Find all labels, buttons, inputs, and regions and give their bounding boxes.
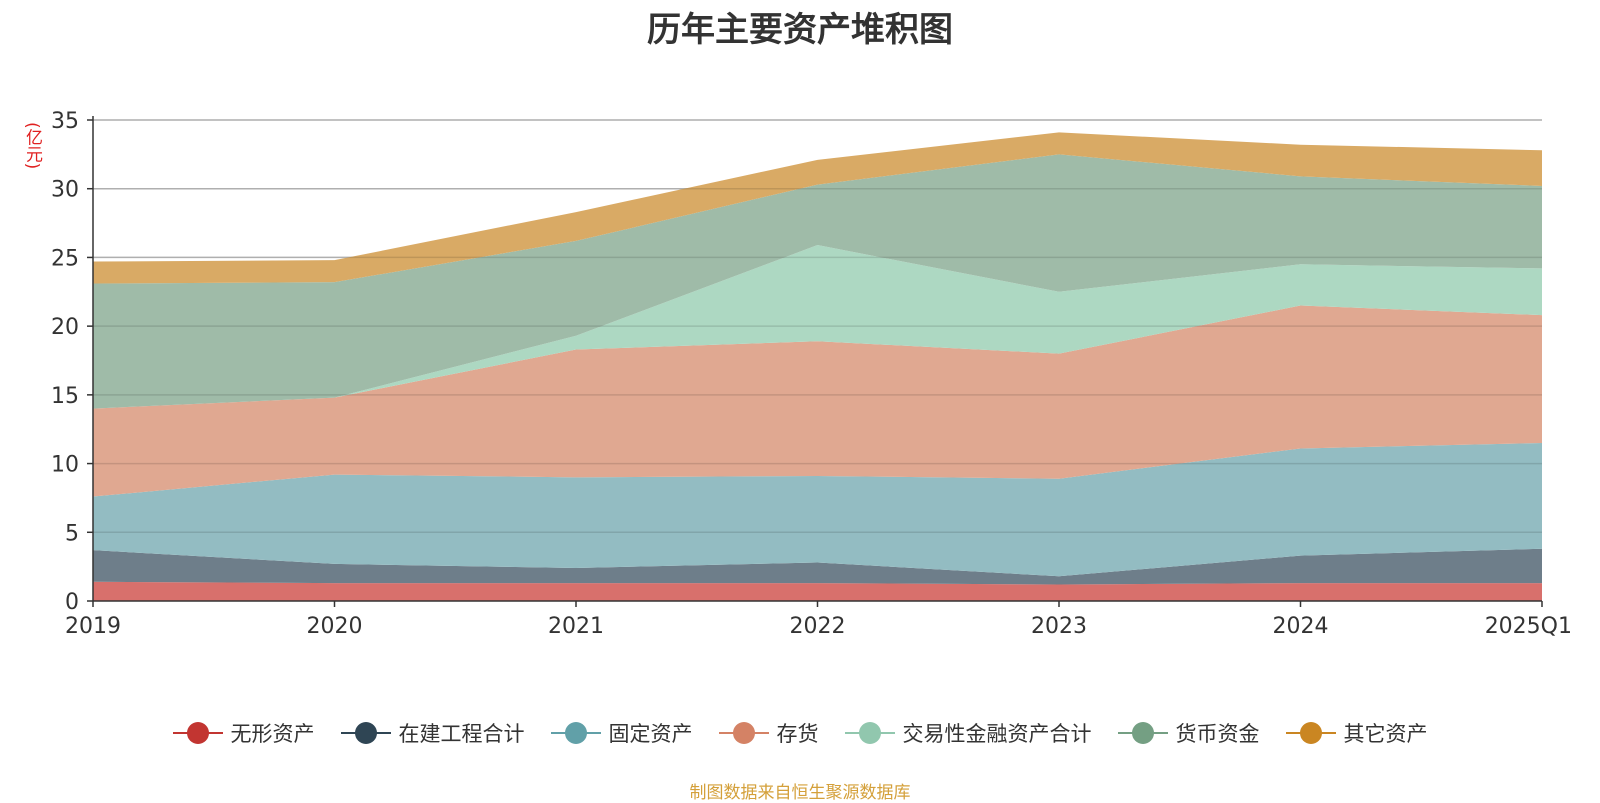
x-tick-label: 2024	[1273, 614, 1329, 639]
legend-label: 其它资产	[1343, 722, 1428, 746]
legend-item[interactable]: 在建工程合计	[340, 718, 525, 748]
legend-marker-icon	[172, 721, 223, 745]
y-tick-label: 25	[51, 246, 79, 271]
y-axis-unit-label: (亿元)	[22, 122, 42, 170]
legend-marker-icon	[550, 721, 601, 745]
y-tick-label: 5	[65, 521, 79, 546]
chart-title: 历年主要资产堆积图	[647, 10, 953, 50]
area-series-4	[93, 245, 1542, 409]
legend-label: 固定资产	[608, 722, 693, 746]
area-series-2	[93, 442, 1542, 577]
legend-marker-icon	[340, 721, 391, 745]
x-tick-label: 2020	[307, 614, 363, 639]
legend-label: 在建工程合计	[398, 722, 525, 746]
legend-item[interactable]: 固定资产	[550, 718, 693, 748]
x-tick-label: 2022	[790, 614, 846, 639]
x-tick-label: 2019	[65, 614, 121, 639]
legend: 无形资产 在建工程合计 固定资产 存货 交易性金融资产合计 货币资金 其它资产	[0, 718, 1600, 748]
source-note: 制图数据来自恒生聚源数据库	[689, 783, 911, 803]
area-series-1	[93, 548, 1542, 585]
legend-item[interactable]: 无形资产	[172, 718, 315, 748]
legend-item[interactable]: 货币资金	[1117, 718, 1260, 748]
legend-marker-icon	[844, 721, 895, 745]
axes: 0 5 10 15 20 25 30 35 2019 2020 2021 2022 2023 2024 20…	[51, 109, 1572, 639]
y-tick-label: 0	[65, 590, 79, 615]
x-tick-label: 2025Q1	[1485, 614, 1572, 639]
area-series-5	[93, 154, 1542, 409]
area-series-6	[93, 132, 1542, 284]
legend-item[interactable]: 交易性金融资产合计	[844, 718, 1092, 748]
y-tick-label: 15	[51, 384, 79, 409]
legend-marker-icon	[718, 721, 769, 745]
legend-marker-icon	[1117, 721, 1168, 745]
legend-marker-icon	[1285, 721, 1336, 745]
legend-label: 无形资产	[230, 722, 315, 746]
area-series-layer	[93, 132, 1542, 601]
y-tick-label: 10	[51, 453, 79, 478]
area-series-3	[93, 305, 1542, 497]
legend-label: 货币资金	[1175, 722, 1260, 746]
y-tick-label: 35	[51, 109, 79, 134]
legend-label: 存货	[776, 722, 819, 746]
y-tick-label: 30	[51, 178, 79, 203]
x-tick-label: 2021	[548, 614, 604, 639]
legend-item[interactable]: 其它资产	[1285, 718, 1428, 748]
area-series-0	[93, 581, 1542, 601]
legend-label: 交易性金融资产合计	[902, 722, 1092, 746]
y-tick-label: 20	[51, 315, 79, 340]
x-tick-label: 2023	[1031, 614, 1087, 639]
legend-item[interactable]: 存货	[718, 718, 819, 748]
